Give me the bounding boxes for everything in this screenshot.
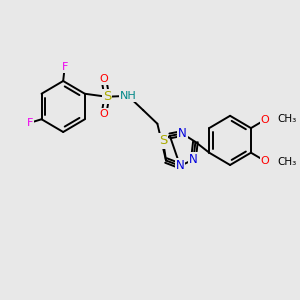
Text: O: O [100,74,108,84]
Text: F: F [61,62,68,73]
Text: O: O [100,109,108,119]
Text: CH₃: CH₃ [277,114,296,124]
Text: N: N [178,127,187,140]
Text: F: F [27,118,33,128]
Text: N: N [176,159,184,172]
Text: O: O [261,156,269,166]
Text: S: S [103,90,111,103]
Text: CH₃: CH₃ [277,157,296,166]
Text: NH: NH [120,91,136,101]
Text: O: O [261,115,269,125]
Text: N: N [189,153,198,166]
Text: S: S [159,134,167,148]
